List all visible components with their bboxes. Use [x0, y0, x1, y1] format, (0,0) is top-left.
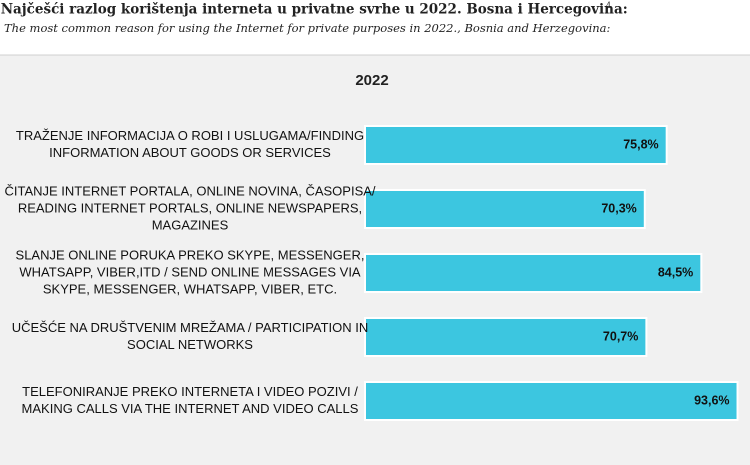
bar: [364, 317, 648, 357]
value-label: 93,6%: [694, 393, 729, 407]
category-label: INFORMATION ABOUT GOODS OR SERVICES: [49, 145, 331, 160]
category-label: MAKING CALLS VIA THE INTERNET AND VIDEO …: [22, 401, 359, 416]
chart-title: 2022: [355, 72, 388, 89]
value-label: 84,5%: [658, 265, 693, 279]
footnote-mark: 4: [606, 1, 611, 10]
category-label: TRAŽENJE INFORMACIJA O ROBI I USLUGAMA/F…: [16, 128, 364, 143]
category-label: SKYPE, MESSENGER, WHATSAPP, VIBER, ETC.: [43, 281, 337, 296]
value-label: 75,8%: [623, 137, 658, 151]
bar: [364, 125, 668, 165]
bar: [364, 189, 646, 229]
category-label: MAGAZINES: [152, 217, 229, 232]
category-label: SOCIAL NETWORKS: [127, 337, 253, 352]
value-label: 70,7%: [603, 329, 638, 343]
category-label: READING INTERNET PORTALS, ONLINE NEWSPAP…: [18, 200, 362, 215]
category-label: TELEFONIRANJE PREKO INTERNETA I VIDEO PO…: [22, 384, 358, 399]
bar: [364, 381, 739, 421]
category-label: WHATSAPP, VIBER,ITD / SEND ONLINE MESSAG…: [19, 264, 361, 279]
bar: [364, 253, 703, 293]
heading-title: .Najčešći razlog korištenja interneta u …: [0, 2, 628, 18]
category-label: SLANJE ONLINE PORUKA PREKO SKYPE, MESSEN…: [16, 247, 365, 262]
value-label: 70,3%: [601, 201, 636, 215]
heading-subtitle: The most common reason for using the Int…: [4, 21, 611, 35]
category-label: UČEŠĆE NA DRUŠTVENIM MREŽAMA / PARTICIPA…: [12, 320, 369, 335]
category-label: ČITANJE INTERNET PORTALA, ONLINE NOVINA,…: [4, 183, 375, 198]
